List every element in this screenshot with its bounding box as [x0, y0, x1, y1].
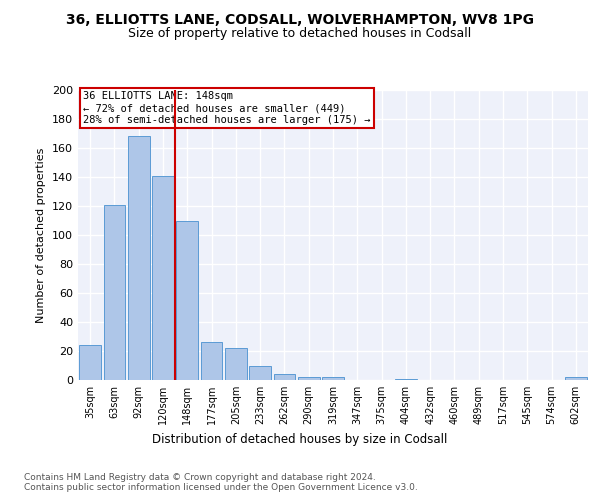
Bar	[274, 374, 295, 380]
Text: Distribution of detached houses by size in Codsall: Distribution of detached houses by size …	[152, 432, 448, 446]
Text: 36, ELLIOTTS LANE, CODSALL, WOLVERHAMPTON, WV8 1PG: 36, ELLIOTTS LANE, CODSALL, WOLVERHAMPTO…	[66, 12, 534, 26]
Bar	[322, 377, 344, 380]
Bar	[298, 377, 320, 380]
Text: Contains HM Land Registry data © Crown copyright and database right 2024.
Contai: Contains HM Land Registry data © Crown c…	[24, 472, 418, 492]
Bar	[104, 204, 125, 380]
Bar	[152, 176, 174, 380]
Bar	[249, 366, 271, 380]
Bar	[128, 136, 149, 380]
Bar	[176, 220, 198, 380]
Bar	[79, 345, 101, 380]
Text: 36 ELLIOTTS LANE: 148sqm
← 72% of detached houses are smaller (449)
28% of semi-: 36 ELLIOTTS LANE: 148sqm ← 72% of detach…	[83, 92, 371, 124]
Bar	[225, 348, 247, 380]
Bar	[395, 378, 417, 380]
Bar	[565, 377, 587, 380]
Y-axis label: Number of detached properties: Number of detached properties	[37, 148, 46, 322]
Bar	[200, 342, 223, 380]
Text: Size of property relative to detached houses in Codsall: Size of property relative to detached ho…	[128, 28, 472, 40]
